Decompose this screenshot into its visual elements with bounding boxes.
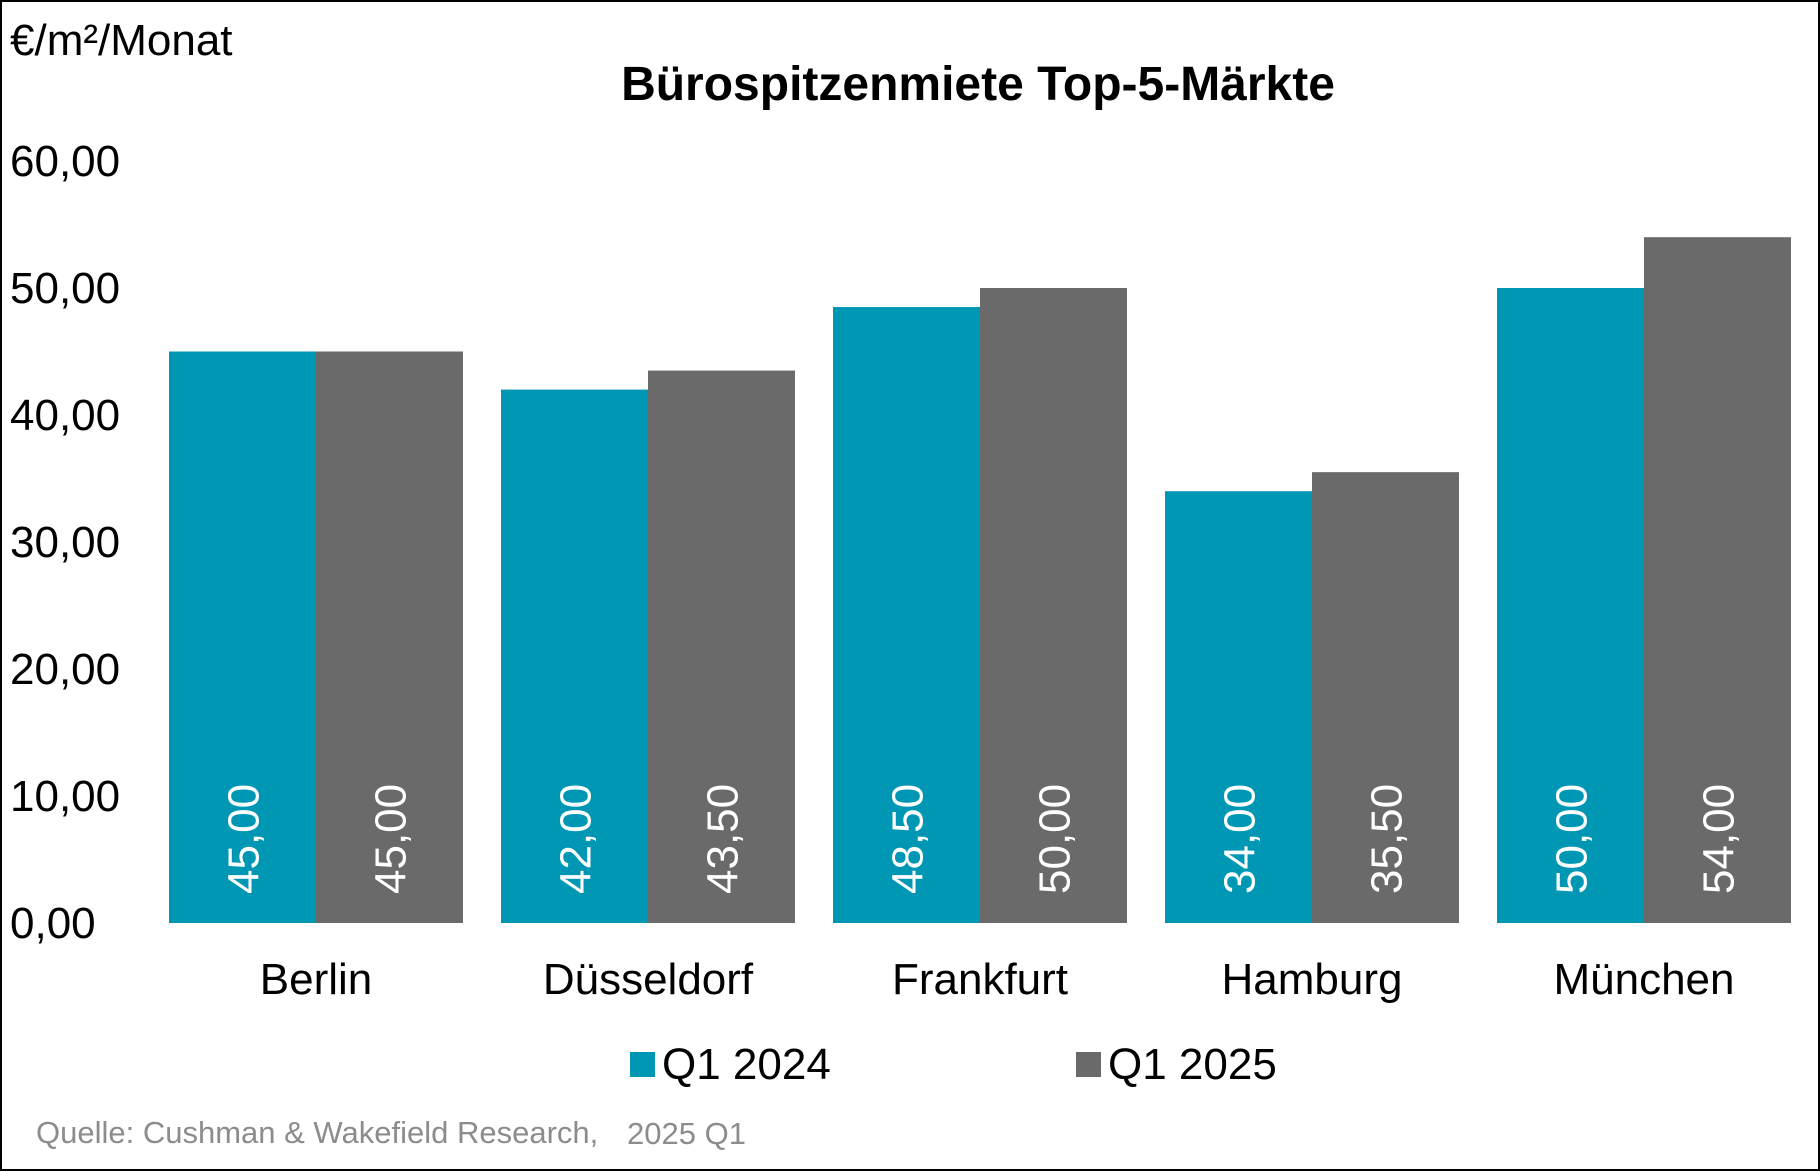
bar-q1-2024 (169, 351, 316, 923)
bar-q1-2024 (1497, 288, 1644, 923)
x-tick-label: Berlin (260, 955, 373, 1004)
bar-series-group (169, 237, 1791, 924)
bar-q1-2025 (648, 370, 795, 923)
chart-title: Bürospitzenmiete Top-5-Märkte (621, 58, 1335, 111)
y-axis-ticks: 0,00 10,00 20,00 30,00 40,00 50,00 60,00 (10, 137, 120, 948)
y-tick-label: 20,00 (10, 645, 120, 694)
data-label: 45,00 (367, 784, 416, 894)
bar-q1-2024 (501, 389, 648, 924)
data-label: 43,50 (699, 784, 748, 894)
data-label: 50,00 (1031, 784, 1080, 894)
bar-q1-2024 (833, 307, 980, 923)
x-tick-label: Hamburg (1222, 955, 1403, 1004)
legend-label: Q1 2025 (1108, 1040, 1277, 1089)
data-label: 50,00 (1548, 784, 1597, 894)
y-axis-unit-label: €/m²/Monat (10, 16, 233, 65)
legend: Q1 2024 Q1 2025 (630, 1040, 1277, 1089)
data-label: 42,00 (552, 784, 601, 894)
bar-q1-2025 (1644, 237, 1791, 923)
data-label: 54,00 (1695, 784, 1744, 894)
data-label: 35,50 (1363, 784, 1412, 894)
bar-q1-2025 (316, 351, 463, 923)
data-label: 45,00 (220, 784, 269, 894)
source-note: Quelle: Cushman & Wakefield Research, (36, 1115, 598, 1150)
y-tick-label: 30,00 (10, 518, 120, 567)
x-tick-label: Düsseldorf (543, 955, 754, 1004)
y-tick-label: 10,00 (10, 772, 120, 821)
data-label: 48,50 (884, 784, 933, 894)
x-tick-label: Frankfurt (892, 955, 1068, 1004)
y-tick-label: 60,00 (10, 137, 120, 186)
x-tick-label: München (1553, 955, 1734, 1004)
x-axis-categories: Berlin Düsseldorf Frankfurt Hamburg München (260, 955, 1735, 1004)
bar-q1-2025 (1312, 472, 1459, 923)
bar-q1-2024 (1165, 491, 1312, 923)
legend-label: Q1 2024 (662, 1040, 831, 1089)
legend-swatch (1076, 1052, 1101, 1077)
source-period: 2025 Q1 (627, 1116, 746, 1151)
bar-q1-2025 (980, 288, 1127, 923)
legend-swatch (630, 1052, 655, 1077)
y-tick-label: 50,00 (10, 264, 120, 313)
y-tick-label: 40,00 (10, 391, 120, 440)
data-labels-group: 45,00 45,00 42,00 43,50 48,50 50,00 34,00 35,50… (220, 784, 1744, 894)
y-tick-label: 0,00 (10, 899, 96, 948)
data-label: 34,00 (1216, 784, 1265, 894)
